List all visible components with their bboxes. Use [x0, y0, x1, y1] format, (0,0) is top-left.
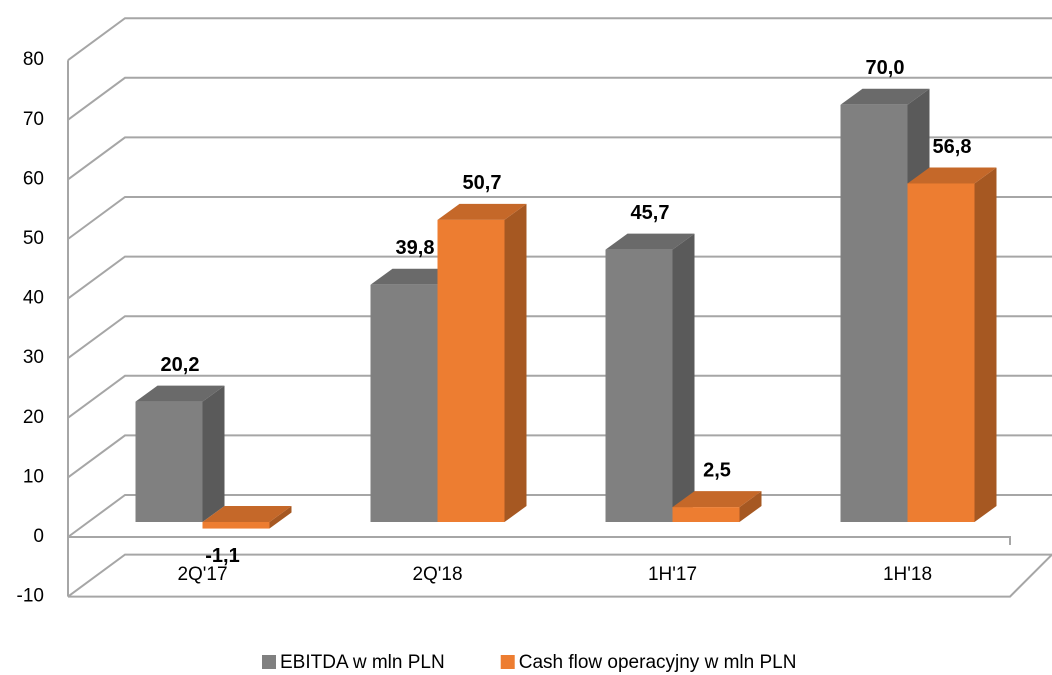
value-label: 45,7 — [631, 202, 670, 224]
bar-side — [739, 491, 762, 522]
value-label: 39,8 — [396, 237, 435, 259]
y-tick-label: 0 — [33, 526, 44, 547]
bar — [135, 385, 225, 522]
bar-front — [370, 284, 438, 522]
legend-label: Cash flow operacyjny w mln PLN — [519, 652, 797, 673]
grid-line — [67, 196, 1052, 240]
y-tick-label: 10 — [23, 466, 44, 487]
y-tick-label: -10 — [17, 586, 44, 607]
bar-front — [202, 522, 270, 529]
bar-side — [202, 385, 225, 522]
bar-front — [840, 104, 908, 523]
y-tick-label: 30 — [23, 347, 44, 368]
bar — [202, 506, 292, 529]
value-label: 56,8 — [933, 136, 972, 158]
bar-top — [840, 88, 930, 105]
grid-line — [67, 136, 1052, 181]
grid-line — [67, 434, 1052, 479]
grid-line — [67, 553, 1052, 598]
y-tick-label: 20 — [23, 407, 44, 428]
grid-line — [67, 315, 1052, 360]
value-label: 50,7 — [463, 172, 502, 194]
bar-side — [672, 233, 695, 523]
bar-top — [202, 506, 292, 522]
y-tick-label: 70 — [23, 109, 44, 130]
floor — [68, 536, 1011, 545]
bar-top — [370, 268, 460, 285]
y-tick-label: 80 — [23, 49, 44, 70]
bar-top — [907, 167, 997, 184]
legend-label: EBITDA w mln PLN — [280, 652, 445, 673]
legend-swatch — [262, 655, 276, 669]
bar — [605, 233, 695, 523]
bar-top — [437, 203, 527, 220]
bar-top — [135, 385, 225, 402]
x-tick-label: 1H'17 — [648, 564, 697, 585]
floor-bottom — [68, 553, 1052, 598]
y-tick-label: 50 — [23, 228, 44, 249]
bar-top — [605, 233, 695, 250]
y-tick-label: 40 — [23, 288, 44, 309]
value-label: 70,0 — [866, 57, 905, 79]
bar-front — [672, 507, 740, 522]
value-label: -1,1 — [205, 545, 239, 567]
x-tick-label: 2Q'17 — [177, 564, 227, 585]
value-label: 2,5 — [703, 459, 731, 481]
grid-line — [67, 374, 1052, 419]
bar — [437, 203, 527, 522]
bar-side — [974, 167, 997, 523]
bar-top — [672, 491, 762, 508]
bar-side — [269, 506, 292, 529]
bar-front — [605, 249, 673, 523]
bar-front — [907, 183, 975, 523]
bar-front — [135, 401, 203, 522]
bar — [672, 491, 762, 522]
bar-front — [437, 219, 505, 522]
grid-line — [67, 255, 1052, 300]
x-tick-label: 1H'18 — [883, 564, 932, 585]
grid-line — [67, 76, 1052, 121]
x-tick-label: 2Q'18 — [412, 564, 462, 585]
bar-side — [504, 203, 527, 522]
value-label: 20,2 — [161, 354, 200, 376]
y-tick-label: 60 — [23, 168, 44, 189]
grid-line — [67, 17, 1052, 62]
bar — [907, 167, 997, 523]
legend-swatch — [500, 655, 515, 669]
